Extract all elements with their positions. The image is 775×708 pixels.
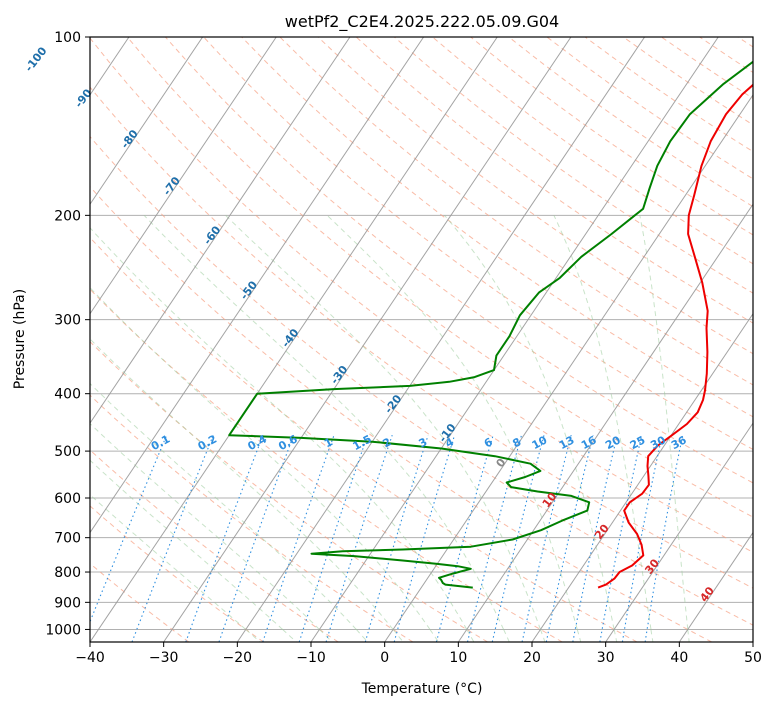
moist-adiabat-line — [326, 214, 578, 630]
moist-adiabat-line — [576, 629, 582, 642]
mixing-ratio-line — [572, 435, 618, 642]
isotherm-line — [457, 203, 753, 642]
x-axis-label: Temperature (°C) — [361, 681, 483, 697]
dry-adiabat-line — [203, 37, 753, 451]
dry-adiabat-line — [90, 449, 339, 642]
sounding-series — [228, 60, 753, 589]
mixing-ratio-line — [298, 435, 369, 642]
mixing-ratio-label: 30 — [648, 433, 668, 452]
moist-adiabat-line — [392, 629, 404, 642]
moist-adiabat-line — [687, 629, 690, 642]
y-axis: 100 200 300 400 500 600 700 800 900 1000 — [45, 30, 90, 638]
mixing-ratio-line — [262, 435, 335, 642]
isotherm-line — [90, 37, 351, 425]
moist-adiabat-line — [245, 629, 261, 642]
x-tick-label: −10 — [296, 650, 326, 666]
dry-adiabat-line — [355, 37, 753, 324]
dewpoint-profile-line — [228, 60, 753, 589]
y-tick-label: 200 — [54, 208, 81, 224]
mixing-ratio-label: 25 — [628, 433, 648, 452]
moist-adiabat-line — [143, 214, 505, 630]
y-tick-label: 800 — [54, 565, 81, 581]
mixing-ratio-line — [545, 435, 594, 642]
chart-title: wetPf2_C2E4.2025.222.05.09.G04 — [285, 12, 559, 32]
mixing-ratio-label: 13 — [557, 433, 577, 452]
y-tick-label: 600 — [54, 491, 81, 507]
moist-adiabat-line — [444, 214, 615, 630]
y-axis-label: Pressure (hPa) — [12, 289, 28, 389]
y-tick-label: 400 — [54, 387, 81, 403]
isotherm-line — [678, 531, 753, 642]
moist-adiabat-line — [282, 629, 297, 642]
dry-adiabat-line — [279, 37, 753, 386]
dry-adiabat-line — [90, 288, 563, 642]
dry-adiabat-line — [90, 236, 638, 642]
x-tick-label: −40 — [75, 650, 105, 666]
y-tick-label: 700 — [54, 531, 81, 547]
isotherm-line — [384, 93, 753, 642]
moist-adiabat-line — [639, 215, 689, 630]
y-tick-label: 500 — [54, 444, 81, 460]
isotherm-line — [531, 312, 753, 642]
moist-adiabat-line — [503, 629, 510, 642]
moist-adiabat-line — [90, 494, 247, 630]
dry-adiabat-line — [90, 135, 753, 626]
mixing-ratio-line — [491, 435, 545, 642]
y-tick-label: 300 — [54, 313, 81, 329]
moist-adiabat-line — [90, 382, 357, 630]
plot-area — [90, 37, 753, 642]
dry-adiabat-line — [165, 37, 753, 484]
x-tick-label: 10 — [449, 650, 467, 666]
moist-adiabat-line — [613, 629, 618, 642]
moist-adiabat-line — [553, 215, 652, 630]
isotherm-line — [90, 37, 425, 534]
isotherm-line — [163, 37, 572, 642]
x-axis: −40 −30 −20 −10 0 10 20 30 40 50 — [75, 642, 762, 666]
x-tick-label: −20 — [223, 650, 253, 666]
isotherm-line — [90, 37, 204, 206]
moist-adiabat-line — [90, 287, 431, 630]
moist-adiabat-line — [90, 459, 283, 630]
isotherm-line — [90, 37, 498, 642]
x-tick-label: −30 — [149, 650, 179, 666]
x-tick-label: 50 — [744, 650, 762, 666]
mixing-ratio-line — [90, 434, 168, 624]
x-tick-label: 30 — [597, 650, 615, 666]
moist-adiabat-line — [540, 629, 546, 642]
y-tick-label: 1000 — [45, 622, 81, 638]
moist-adiabat-line — [319, 629, 333, 642]
mixing-ratio-line — [521, 435, 572, 642]
x-tick-label: 0 — [380, 650, 389, 666]
temperature-profile-line — [597, 83, 753, 589]
moist-adiabat-line — [90, 338, 394, 630]
moist-adiabat-line — [90, 227, 468, 630]
isotherm-line — [310, 37, 719, 642]
moist-adiabat-line — [429, 629, 439, 642]
mixing-ratio-label: 20 — [603, 433, 623, 452]
moist-adiabat-line — [466, 629, 475, 642]
isotherm-line — [90, 37, 277, 315]
x-tick-label: 40 — [670, 650, 688, 666]
mixing-ratio-label: 16 — [579, 433, 599, 452]
mixing-ratio-label: 10 — [530, 433, 550, 452]
background-reference-lines — [90, 37, 753, 642]
isotherm-line — [605, 422, 753, 642]
mixing-ratio-line — [393, 435, 456, 642]
mixing-ratio-line — [435, 435, 494, 642]
y-tick-label: 100 — [54, 30, 81, 46]
mixing-ratio-line — [466, 435, 523, 642]
isotherm-line — [236, 37, 646, 642]
mixing-ratio-label: 36 — [669, 433, 689, 452]
dry-adiabat-line — [90, 86, 753, 589]
moist-adiabat-line — [355, 629, 369, 642]
moist-adiabat-line — [650, 629, 654, 642]
dry-adiabat-line — [90, 185, 712, 642]
y-tick-label: 900 — [54, 595, 81, 611]
plot-frame — [89, 36, 754, 643]
x-tick-label: 20 — [523, 650, 541, 666]
